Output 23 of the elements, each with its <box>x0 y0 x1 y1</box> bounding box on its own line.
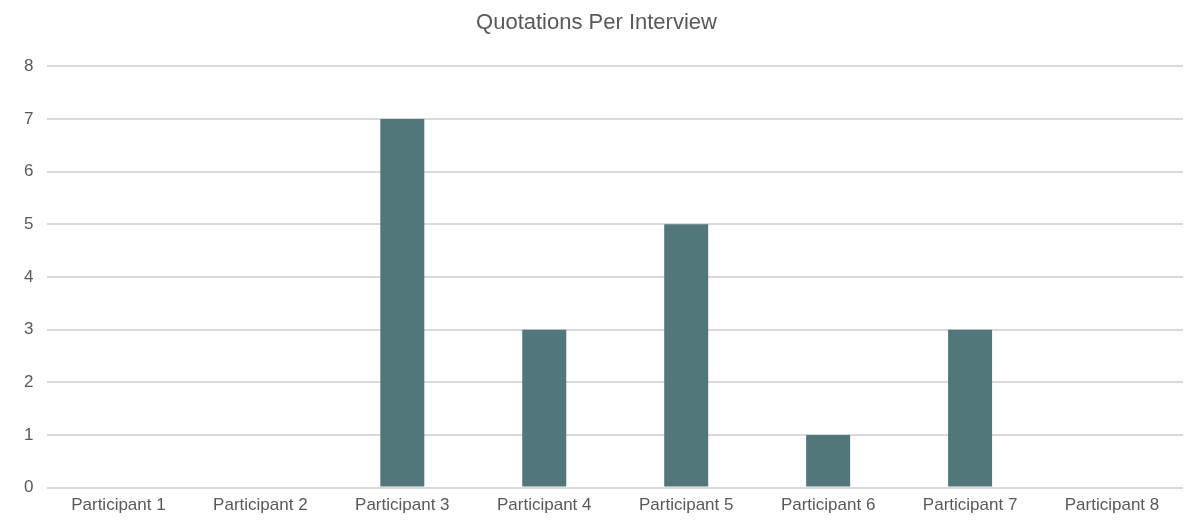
x-tick-label: Participant 8 <box>1064 495 1160 515</box>
chart-title: Quotations Per Interview <box>476 9 718 35</box>
y-tick-label: 4 <box>23 266 34 286</box>
bar <box>380 119 425 487</box>
bar <box>948 329 993 487</box>
y-tick-label: 0 <box>23 477 34 497</box>
x-tick-label: Participant 1 <box>71 495 166 515</box>
bar <box>806 434 851 487</box>
x-tick-label: Participant 2 <box>213 495 308 515</box>
x-tick-label: Participant 4 <box>497 495 592 515</box>
x-tick-label: Participant 3 <box>355 495 450 515</box>
x-tick-label: Participant 6 <box>780 495 876 515</box>
y-tick-label: 1 <box>23 424 34 444</box>
y-tick-label: 2 <box>23 371 34 391</box>
x-tick-label: Participant 5 <box>638 495 734 515</box>
y-tick-label: 5 <box>23 214 34 234</box>
x-tick-label: Participant 7 <box>922 495 1018 515</box>
bar <box>664 224 709 487</box>
y-tick-label: 7 <box>23 108 34 128</box>
y-tick-label: 3 <box>23 319 34 339</box>
y-tick-label: 8 <box>23 56 34 76</box>
y-tick-label: 6 <box>23 161 34 181</box>
bar <box>522 329 567 487</box>
